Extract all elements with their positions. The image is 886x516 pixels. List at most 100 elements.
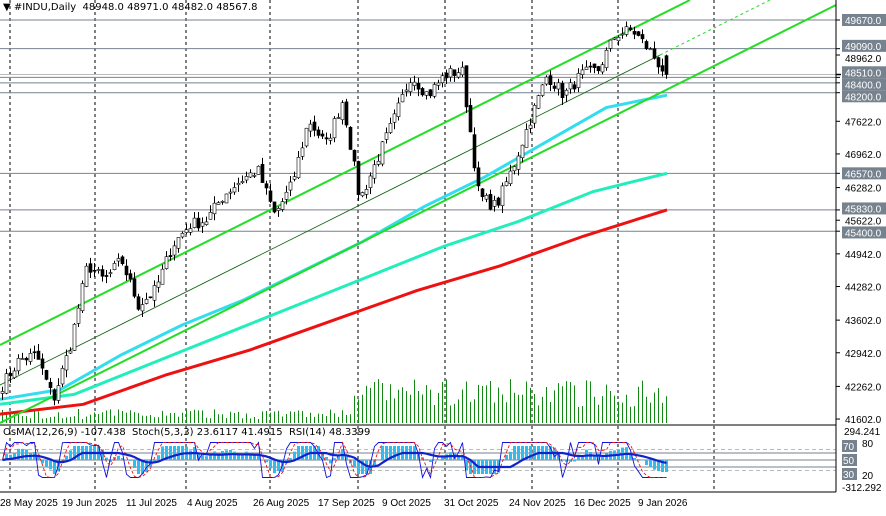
- level-label-bg: [842, 14, 886, 26]
- osma-bar: [597, 453, 600, 460]
- osma-bar: [141, 460, 144, 474]
- osma-bar: [217, 454, 220, 460]
- osma-bar: [201, 455, 204, 460]
- bull-candle: [236, 182, 241, 186]
- bull-candle: [412, 81, 417, 86]
- bull-candle: [532, 105, 537, 124]
- osma-bar: [269, 460, 272, 469]
- bull-candle: [492, 200, 497, 207]
- bull-candle: [208, 212, 213, 220]
- osma-bar: [521, 446, 524, 460]
- bull-candle: [96, 269, 101, 271]
- osma-bar: [293, 451, 296, 460]
- osma-bar: [373, 460, 376, 466]
- bull-candle: [504, 181, 509, 186]
- bull-candle: [252, 175, 257, 177]
- osma-bar: [645, 460, 648, 465]
- bull-candle: [580, 69, 585, 75]
- bull-candle: [0, 391, 5, 394]
- osma-bar: [385, 446, 388, 460]
- bull-candle: [304, 127, 309, 147]
- level-label-bg: [842, 226, 886, 239]
- bull-candle: [12, 370, 17, 379]
- bull-candle: [500, 185, 505, 206]
- osma-bar: [429, 460, 432, 462]
- bull-candle: [60, 368, 65, 385]
- bear-candle: [652, 48, 657, 59]
- level-label: 48400.0: [845, 80, 882, 91]
- bull-candle: [72, 323, 77, 351]
- bull-candle: [192, 217, 197, 228]
- bull-candle: [612, 37, 617, 40]
- osma-bar: [381, 446, 384, 460]
- osma-bar: [529, 446, 532, 460]
- bull-candle: [204, 221, 209, 225]
- osma-bar: [77, 446, 80, 460]
- level-label-bg: [842, 202, 886, 215]
- bull-candle: [516, 155, 521, 170]
- price-tick-label: 46282.0: [845, 184, 882, 195]
- osma-bar: [657, 460, 660, 472]
- time-axis: 28 May 2025 19 Jun 2025 11 Jul 2025 4 Aug 2…: [0, 498, 688, 509]
- level-label: 45400.0: [845, 228, 882, 239]
- osma-bar: [277, 460, 280, 472]
- level-label: 48200.0: [845, 92, 882, 103]
- bear-candle: [312, 121, 317, 131]
- osma-bar: [509, 451, 512, 460]
- bear-candle: [32, 351, 37, 354]
- bear-candle: [100, 269, 105, 277]
- osma-bar: [533, 446, 536, 460]
- osma-bar: [353, 460, 356, 468]
- osma-bar: [165, 446, 168, 460]
- moving-averages: [0, 93, 668, 416]
- osma-bar: [169, 446, 172, 460]
- osma-bar: [565, 460, 568, 462]
- channel-lower-line: [0, 4, 837, 424]
- osma-bar: [593, 454, 596, 460]
- bull-candle: [140, 304, 145, 312]
- price-tick-label: 42942.0: [845, 349, 882, 360]
- channel-middle-line: [0, 54, 661, 386]
- bear-candle: [632, 31, 637, 35]
- bull-candle: [616, 37, 621, 42]
- level-label-bg: [842, 167, 886, 180]
- osma-bar: [45, 460, 48, 468]
- bull-candle: [56, 385, 61, 401]
- bull-candle: [216, 202, 221, 205]
- bull-candle: [116, 258, 121, 262]
- osma-bar: [53, 460, 56, 474]
- osma-bar: [561, 460, 564, 461]
- time-label: 19 Jun 2025: [62, 498, 117, 509]
- osc-scale-label: 70: [843, 442, 855, 453]
- osma-bar: [49, 460, 52, 470]
- bull-candle: [20, 358, 25, 360]
- bull-candle: [64, 355, 69, 371]
- bear-candle: [416, 83, 421, 90]
- osc-scale-label: 294.241: [844, 427, 881, 438]
- bull-candle: [292, 176, 297, 180]
- trend-channel: [0, 0, 837, 424]
- osma-bar: [441, 455, 444, 460]
- bull-candle: [564, 89, 569, 96]
- bull-candle: [600, 64, 605, 73]
- bull-candle: [284, 191, 289, 200]
- osma-bar: [661, 460, 664, 473]
- osc-level-label-bg: [842, 454, 857, 466]
- osma-bar: [337, 455, 340, 460]
- osma-bar: [9, 454, 12, 460]
- time-label: 26 Aug 2025: [253, 498, 310, 509]
- bull-candle: [604, 50, 609, 68]
- bull-candle: [448, 68, 453, 78]
- osma-bar: [301, 446, 304, 460]
- bull-candle: [436, 82, 441, 86]
- rsi-line: [2, 451, 667, 469]
- bull-candle: [172, 245, 177, 256]
- bull-candle: [224, 193, 229, 204]
- bull-candle: [576, 73, 581, 88]
- bull-candle: [368, 175, 373, 189]
- bear-candle: [148, 296, 153, 299]
- menu-triangle-icon[interactable]: ▼: [3, 2, 14, 13]
- bull-candle: [484, 195, 489, 200]
- osma-bar: [633, 458, 636, 460]
